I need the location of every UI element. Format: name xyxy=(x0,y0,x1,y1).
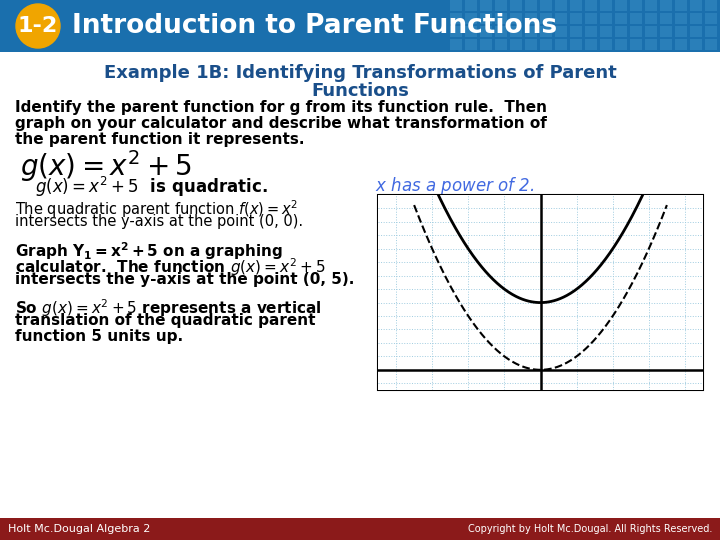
Text: Identify the parent function for g from its function rule.  Then: Identify the parent function for g from … xyxy=(15,100,547,115)
Bar xyxy=(675,0,687,11)
Text: graph on your calculator and describe what transformation of: graph on your calculator and describe wh… xyxy=(15,116,547,131)
Bar xyxy=(450,26,462,37)
Bar xyxy=(525,13,537,24)
Bar xyxy=(570,0,582,11)
Bar xyxy=(630,39,642,50)
Bar xyxy=(570,26,582,37)
Bar xyxy=(675,13,687,24)
Bar xyxy=(555,0,567,11)
Bar xyxy=(660,39,672,50)
Text: $g(x) = x^2 + 5$: $g(x) = x^2 + 5$ xyxy=(20,148,192,184)
Bar xyxy=(540,26,552,37)
Bar xyxy=(690,13,702,24)
Bar xyxy=(585,0,597,11)
Text: Introduction to Parent Functions: Introduction to Parent Functions xyxy=(72,13,557,39)
Text: The quadratic parent function $f(x) = x^2$: The quadratic parent function $f(x) = x^… xyxy=(15,198,298,220)
Text: calculator.  The function $g(x) = x^2 + 5$: calculator. The function $g(x) = x^2 + 5… xyxy=(15,256,325,278)
Bar xyxy=(690,26,702,37)
Bar xyxy=(480,0,492,11)
Bar xyxy=(630,13,642,24)
Text: Functions: Functions xyxy=(311,82,409,100)
Bar xyxy=(510,39,522,50)
Text: intersects the y-axis at the point (0, 0).: intersects the y-axis at the point (0, 0… xyxy=(15,214,303,229)
Bar xyxy=(0,0,720,52)
Bar xyxy=(615,39,627,50)
Bar xyxy=(600,26,612,37)
Bar xyxy=(480,26,492,37)
Text: the parent function it represents.: the parent function it represents. xyxy=(15,132,305,147)
Bar xyxy=(600,13,612,24)
Text: intersects the y-axis at the point (0, 5).: intersects the y-axis at the point (0, 5… xyxy=(15,272,354,287)
Bar xyxy=(615,0,627,11)
Bar xyxy=(615,26,627,37)
Bar xyxy=(675,39,687,50)
Bar xyxy=(570,13,582,24)
Bar xyxy=(645,13,657,24)
Text: Example 1B: Identifying Transformations of Parent: Example 1B: Identifying Transformations … xyxy=(104,64,616,82)
Bar xyxy=(585,13,597,24)
Bar xyxy=(705,0,717,11)
Bar xyxy=(660,26,672,37)
Bar xyxy=(540,0,552,11)
Bar xyxy=(600,39,612,50)
Bar xyxy=(660,0,672,11)
Bar xyxy=(465,0,477,11)
Bar xyxy=(585,26,597,37)
Text: translation of the quadratic parent: translation of the quadratic parent xyxy=(15,313,315,328)
Bar xyxy=(645,0,657,11)
Bar xyxy=(465,39,477,50)
Text: $x$ has a power of 2.: $x$ has a power of 2. xyxy=(375,175,534,197)
Bar xyxy=(480,39,492,50)
Bar xyxy=(705,26,717,37)
Bar xyxy=(480,13,492,24)
Bar xyxy=(0,518,720,540)
Text: Graph $\mathbf{Y_1 = x^2 + 5}$ on a graphing: Graph $\mathbf{Y_1 = x^2 + 5}$ on a grap… xyxy=(15,240,283,262)
Text: Holt Mc.Dougal Algebra 2: Holt Mc.Dougal Algebra 2 xyxy=(8,524,150,534)
Bar xyxy=(510,13,522,24)
Bar xyxy=(525,26,537,37)
Bar xyxy=(555,13,567,24)
Bar xyxy=(540,13,552,24)
Text: $g(x) = x^2 + 5$  is quadratic.: $g(x) = x^2 + 5$ is quadratic. xyxy=(35,175,268,199)
Bar xyxy=(660,13,672,24)
Text: function 5 units up.: function 5 units up. xyxy=(15,329,183,344)
Circle shape xyxy=(16,4,60,48)
Bar xyxy=(495,39,507,50)
Bar xyxy=(555,39,567,50)
Bar xyxy=(630,26,642,37)
Text: Copyright by Holt Mc.Dougal. All Rights Reserved.: Copyright by Holt Mc.Dougal. All Rights … xyxy=(467,524,712,534)
Bar xyxy=(450,13,462,24)
Bar xyxy=(540,39,552,50)
Bar xyxy=(690,0,702,11)
Bar xyxy=(705,39,717,50)
Bar xyxy=(570,39,582,50)
Bar xyxy=(525,0,537,11)
Bar xyxy=(450,39,462,50)
Bar xyxy=(675,26,687,37)
Bar xyxy=(378,195,703,390)
Bar xyxy=(465,13,477,24)
Bar xyxy=(465,26,477,37)
Bar xyxy=(630,0,642,11)
Bar xyxy=(600,0,612,11)
Bar xyxy=(615,13,627,24)
Bar xyxy=(495,0,507,11)
Bar xyxy=(510,26,522,37)
Bar xyxy=(450,0,462,11)
Bar xyxy=(525,39,537,50)
Bar xyxy=(690,39,702,50)
Bar xyxy=(495,26,507,37)
Text: 1-2: 1-2 xyxy=(18,16,58,36)
Bar xyxy=(510,0,522,11)
Bar xyxy=(495,13,507,24)
Bar xyxy=(585,39,597,50)
Text: So $g(x) = x^2 + 5$ represents a vertical: So $g(x) = x^2 + 5$ represents a vertica… xyxy=(15,297,322,319)
Bar xyxy=(555,26,567,37)
Bar xyxy=(645,39,657,50)
Bar xyxy=(705,13,717,24)
Bar xyxy=(645,26,657,37)
